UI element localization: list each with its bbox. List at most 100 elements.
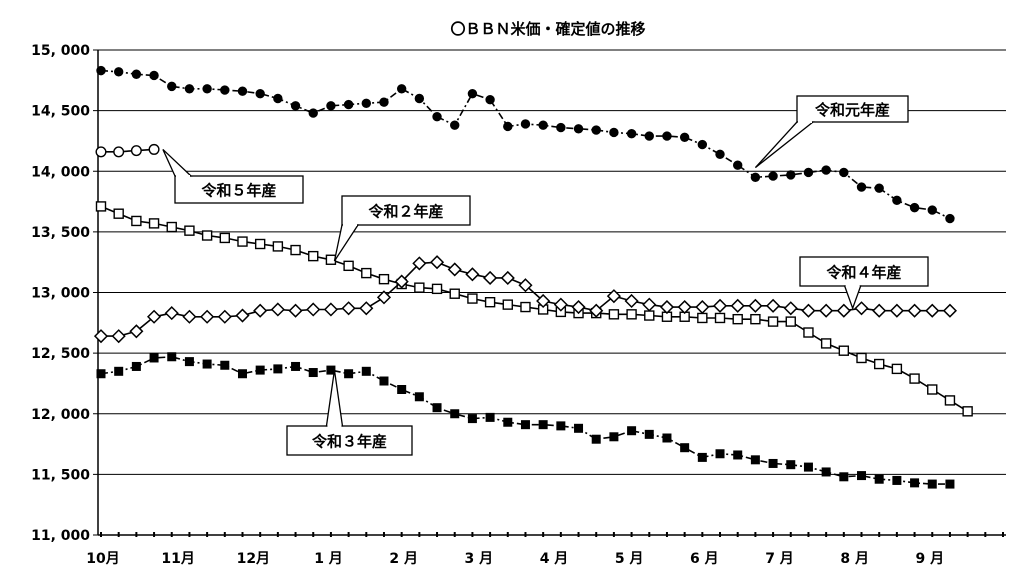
data-point [945, 479, 955, 489]
data-point [556, 421, 566, 431]
data-point [361, 267, 372, 279]
data-point [856, 352, 867, 364]
data-point [767, 316, 779, 327]
data-point [432, 111, 442, 122]
y-tick-label: 13, 000 [31, 286, 90, 302]
data-point [503, 417, 513, 427]
data-point [520, 119, 531, 129]
data-point [130, 145, 142, 157]
data-point [768, 458, 778, 468]
data-point [962, 406, 973, 417]
callout-label: 令和２年産 [368, 203, 443, 221]
callout-leader [333, 224, 360, 262]
data-point [783, 301, 798, 316]
data-point [379, 376, 389, 386]
data-point [910, 478, 920, 488]
data-point [220, 360, 230, 370]
data-point [574, 423, 584, 433]
data-point [662, 433, 672, 443]
data-point [518, 278, 533, 293]
data-point [361, 366, 371, 376]
x-tick-label: 6 月 [690, 551, 719, 567]
grid-layer [98, 49, 1006, 475]
y-tick-label: 14, 500 [31, 104, 90, 120]
series-line [101, 148, 155, 153]
data-point [624, 293, 639, 309]
y-tick-label: 11, 500 [31, 467, 90, 483]
callout-label: 令和４年産 [826, 264, 901, 282]
data-point [254, 238, 266, 250]
data-point [449, 288, 460, 299]
data-point [695, 299, 710, 315]
data-point [538, 420, 548, 430]
data-point [892, 475, 902, 485]
data-point [396, 84, 407, 94]
data-point [431, 283, 443, 295]
data-point [96, 369, 106, 379]
x-tick-label: 1 月 [314, 551, 343, 567]
data-point [556, 122, 566, 133]
data-point [748, 298, 763, 313]
data-point [378, 273, 390, 285]
y-tick-label: 15, 000 [31, 43, 90, 59]
x-tick-label: 2 月 [389, 551, 418, 567]
data-point [273, 364, 283, 374]
data-point [553, 297, 568, 312]
data-point [609, 432, 619, 442]
data-point [768, 171, 778, 181]
data-point [589, 303, 604, 318]
data-point [326, 101, 336, 111]
data-point [642, 297, 657, 312]
data-point [414, 392, 424, 402]
data-point [697, 452, 707, 462]
series-line [100, 205, 969, 412]
data-point [856, 182, 867, 192]
data-point [255, 88, 265, 99]
data-point [857, 471, 867, 481]
data-point [149, 70, 159, 81]
data-point [484, 297, 496, 308]
x-tick-label: 3 月 [465, 551, 494, 567]
callout-box [799, 256, 929, 287]
data-point [149, 353, 159, 363]
data-point [237, 369, 247, 379]
data-point [202, 359, 212, 369]
data-point [272, 241, 284, 252]
data-point [839, 167, 849, 178]
data-point [750, 313, 761, 325]
data-point [394, 274, 409, 289]
y-tick-label: 12, 000 [31, 407, 90, 423]
data-point [606, 289, 621, 304]
data-point [255, 365, 265, 375]
x-tick-label: 4 月 [540, 551, 569, 567]
data-point [927, 384, 938, 395]
data-point [609, 127, 619, 138]
data-point [200, 309, 215, 324]
data-point [323, 302, 338, 317]
data-point [874, 183, 884, 193]
data-point [538, 120, 548, 130]
data-point [379, 97, 389, 107]
data-point [573, 124, 584, 134]
data-point [536, 293, 551, 309]
data-point [95, 201, 107, 212]
data-point [131, 215, 142, 227]
callout-box [174, 175, 304, 204]
data-point [467, 414, 477, 424]
data-point [732, 313, 743, 325]
data-point [308, 250, 319, 262]
data-point [129, 324, 144, 339]
data-point [237, 86, 248, 96]
data-point [343, 99, 354, 110]
data-point [290, 244, 301, 256]
data-point [376, 290, 392, 305]
x-tick-label: 8 月 [840, 551, 869, 567]
data-point [414, 93, 425, 104]
data-point [836, 303, 851, 318]
callout-leader [325, 370, 344, 427]
data-point [927, 479, 937, 489]
data-point [730, 298, 745, 313]
data-point [872, 303, 887, 318]
x-tick-label: 7 月 [765, 551, 794, 567]
